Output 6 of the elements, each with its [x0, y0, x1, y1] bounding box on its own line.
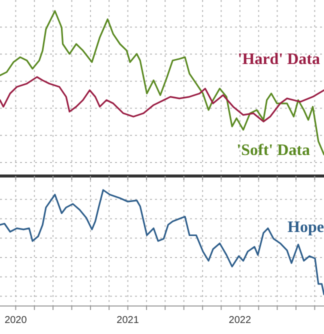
x-tick-label: 2021 [116, 315, 140, 326]
x-tick-label: 2022 [228, 315, 252, 326]
x-tick-label: 2020 [4, 315, 28, 326]
series-label: 'Soft' Data [236, 142, 310, 159]
series-label: 'Hard' Data [238, 51, 320, 68]
series-label: Hope [288, 219, 324, 236]
